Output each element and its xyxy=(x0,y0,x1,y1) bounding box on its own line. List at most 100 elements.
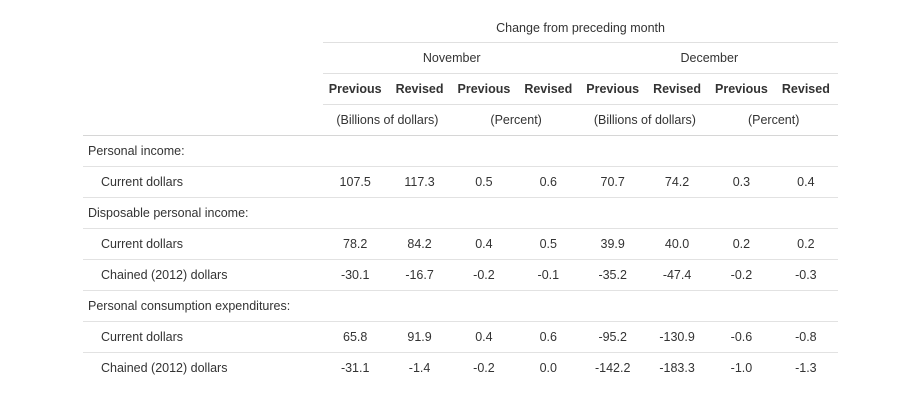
table-cell: 74.2 xyxy=(644,166,710,198)
table-section-row: Personal consumption expenditures: xyxy=(83,290,839,322)
table-cell: -1.3 xyxy=(795,361,817,375)
table-cell: 65.8 xyxy=(323,321,388,353)
table-cell xyxy=(580,197,645,229)
table-cell: 0.6 xyxy=(516,166,581,198)
table-cell xyxy=(451,290,517,322)
table-section-row: Personal income: xyxy=(83,135,839,167)
table-cell: -0.2 xyxy=(473,361,495,375)
table-cell xyxy=(773,135,839,167)
revisions-table: Change from preceding month November Dec… xyxy=(83,13,839,384)
super-header: Change from preceding month xyxy=(323,13,839,43)
table-cell xyxy=(451,135,517,167)
table-cell: -31.1 xyxy=(340,361,370,375)
table-row: Current dollars 78.2 84.2 0.4 0.5 39.9 40.0 0.2… xyxy=(83,228,839,260)
table-cell: 0.5 xyxy=(451,166,517,198)
column-header: Previous xyxy=(580,73,645,105)
table-cell: 39.9 xyxy=(580,228,645,260)
section-label: Personal consumption expenditures: xyxy=(83,290,323,322)
table-cell: -142.2 xyxy=(594,361,631,375)
column-header: Revised xyxy=(387,73,452,105)
table-cell xyxy=(580,290,645,322)
table-cell: -1.4 xyxy=(408,361,431,375)
table-cell: 78.2 xyxy=(323,228,388,260)
table-cell: -0.1 xyxy=(516,259,581,291)
column-header: Previous xyxy=(323,73,388,105)
table-row: Chained (2012) dollars -30.1 -16.7 -0.2 -0.1… xyxy=(83,259,839,291)
table-cell: 117.3 xyxy=(387,166,452,198)
table-row: Current dollars 107.5 117.3 0.5 0.6 70.7 74.2 0… xyxy=(83,166,839,198)
table-cell xyxy=(709,290,774,322)
table-cell xyxy=(323,135,388,167)
unit-header: (Billions of dollars) xyxy=(580,104,710,136)
table-cell: -47.4 xyxy=(644,259,710,291)
unit-header: (Billions of dollars) xyxy=(323,104,452,136)
table-cell: -16.7 xyxy=(387,259,452,291)
table-cell xyxy=(516,290,581,322)
table-cell xyxy=(773,197,839,229)
table-row: Chained (2012) dollars -31.1 -1.4 -0.2 0.0 -1… xyxy=(83,353,838,384)
table-cell: -30.1 xyxy=(323,259,388,291)
table-cell xyxy=(451,197,517,229)
column-header: Previous xyxy=(451,73,517,105)
table-cell: 0.5 xyxy=(516,228,581,260)
table-cell: -0.8 xyxy=(773,321,839,353)
table-cell xyxy=(644,135,710,167)
table-cell: -0.3 xyxy=(773,259,839,291)
section-label: Disposable personal income: xyxy=(83,197,323,229)
table-cell: 0.4 xyxy=(451,321,517,353)
table-cell: 0.4 xyxy=(773,166,839,198)
table-cell: 84.2 xyxy=(387,228,452,260)
table-section-row: Disposable personal income: xyxy=(83,197,839,229)
column-header: Revised xyxy=(773,73,839,105)
header-corner xyxy=(83,104,323,136)
table-cell: -0.6 xyxy=(709,321,774,353)
row-label: Current dollars xyxy=(83,166,323,198)
table-cell: 0.3 xyxy=(709,166,774,198)
table-cell: 107.5 xyxy=(323,166,388,198)
row-label: Chained (2012) dollars xyxy=(83,259,323,291)
unit-header: (Percent) xyxy=(451,104,581,136)
row-label: Current dollars xyxy=(83,321,323,353)
table-cell xyxy=(323,290,388,322)
table-cell xyxy=(709,197,774,229)
table-cell: 0.2 xyxy=(709,228,774,260)
table-cell xyxy=(387,290,452,322)
table-cell: 91.9 xyxy=(387,321,452,353)
revisions-table-container: Change from preceding month November Dec… xyxy=(83,13,839,384)
table-cell: 0.2 xyxy=(773,228,839,260)
column-header: Revised xyxy=(516,73,581,105)
table-cell xyxy=(387,197,452,229)
table-body: Personal income: Current dollars 107.5 117.… xyxy=(83,135,839,384)
table-cell xyxy=(387,135,452,167)
table-cell: -0.2 xyxy=(709,259,774,291)
table-row: Current dollars 65.8 91.9 0.4 0.6 -95.2 -130.9… xyxy=(83,321,839,353)
table-cell xyxy=(644,197,710,229)
table-cell: -0.2 xyxy=(451,259,517,291)
month-header-november: November xyxy=(323,42,581,74)
header-corner xyxy=(83,74,323,105)
table-cell xyxy=(516,197,581,229)
column-header: Revised xyxy=(644,73,710,105)
header-corner xyxy=(83,13,323,43)
row-label: Current dollars xyxy=(83,228,323,260)
table-cell: -35.2 xyxy=(580,259,645,291)
table-cell: -1.0 xyxy=(730,361,753,375)
table-cell: 0.6 xyxy=(516,321,581,353)
table-cell: 0.0 xyxy=(539,361,557,375)
table-cell: -130.9 xyxy=(644,321,710,353)
month-header-december: December xyxy=(580,42,839,74)
column-header: Previous xyxy=(709,73,774,105)
table-header: Change from preceding month November Dec… xyxy=(83,13,839,136)
table-cell: 40.0 xyxy=(644,228,710,260)
unit-header: (Percent) xyxy=(709,104,839,136)
table-cell xyxy=(773,290,839,322)
table-cell xyxy=(709,135,774,167)
table-cell: 0.4 xyxy=(451,228,517,260)
section-label: Personal income: xyxy=(83,135,323,167)
table-cell xyxy=(580,135,645,167)
table-cell xyxy=(323,197,388,229)
table-cell xyxy=(516,135,581,167)
table-cell xyxy=(644,290,710,322)
table-cell: 70.7 xyxy=(580,166,645,198)
table-cell: -95.2 xyxy=(580,321,645,353)
